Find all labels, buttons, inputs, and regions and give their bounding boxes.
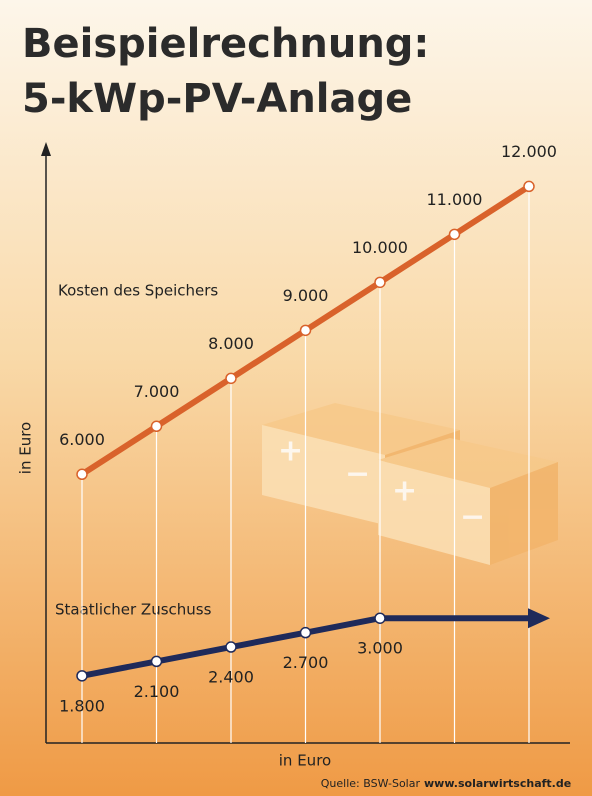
value-label: 11.000 xyxy=(427,190,483,209)
legend-label: Kosten des Speichers xyxy=(58,282,218,300)
series-arrow xyxy=(528,608,550,629)
data-point xyxy=(299,324,312,337)
data-point xyxy=(225,372,237,385)
svg-text:−: − xyxy=(345,457,370,492)
value-label: 10.000 xyxy=(352,238,408,257)
data-point xyxy=(374,612,386,624)
value-label: 2.100 xyxy=(134,682,180,701)
data-point xyxy=(523,180,535,193)
data-point xyxy=(299,626,312,639)
value-label: 9.000 xyxy=(283,286,329,305)
value-label: 2.700 xyxy=(283,653,329,672)
title-line: 5-kWp-PV-Anlage xyxy=(22,76,412,122)
x-axis-label: in Euro xyxy=(279,752,331,770)
svg-text:+: + xyxy=(278,434,303,469)
y-axis-arrow xyxy=(41,142,51,156)
data-point xyxy=(150,655,163,668)
svg-text:+: + xyxy=(392,474,417,509)
value-label: 1.800 xyxy=(59,696,105,715)
source-label: Quelle: BSW-Solar xyxy=(321,777,421,790)
value-label: 12.000 xyxy=(501,142,557,161)
value-label: 8.000 xyxy=(208,334,254,353)
value-label: 6.000 xyxy=(59,430,105,449)
data-point xyxy=(150,420,163,433)
battery-illustration: + − + − xyxy=(262,403,558,565)
title-line: Beispielrechnung: xyxy=(22,21,429,67)
svg-text:−: − xyxy=(460,500,485,535)
value-label: 7.000 xyxy=(134,382,180,401)
data-point xyxy=(76,468,88,481)
value-label: 3.000 xyxy=(357,639,403,658)
data-point xyxy=(76,670,88,682)
data-point xyxy=(225,641,237,653)
y-axis-label: in Euro xyxy=(17,422,35,474)
value-label: 2.400 xyxy=(208,668,254,687)
data-point xyxy=(374,276,386,289)
legend-label: Staatlicher Zuschuss xyxy=(55,601,212,619)
data-point xyxy=(448,228,461,241)
source-url: www.solarwirtschaft.de xyxy=(424,777,571,790)
